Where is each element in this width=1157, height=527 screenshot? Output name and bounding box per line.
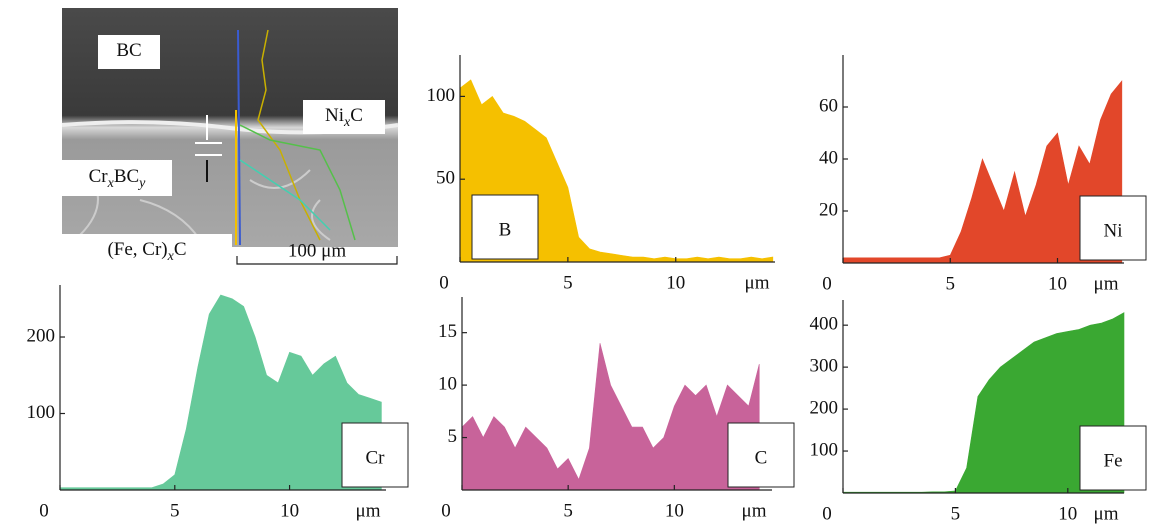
x-axis-label: μm	[1094, 273, 1119, 294]
chart: 50 100 0 5 10 μm B	[427, 55, 775, 293]
scale-bar-label: 100 μm	[288, 240, 346, 261]
x-tick-label: 0	[439, 272, 449, 293]
legend-label: Fe	[1104, 450, 1123, 471]
label-text: (Fe, Cr)	[107, 239, 167, 260]
x-tick-label: 10	[666, 272, 685, 293]
legend-label: C	[755, 447, 768, 468]
x-tick-label: 5	[563, 500, 573, 521]
chart: 100 200 300 400 0 5 10 μm Fe	[810, 300, 1147, 524]
subscript: y	[137, 176, 146, 191]
y-tick-label: 300	[810, 355, 839, 376]
chart: 100 200 0 5 10 μm Cr	[27, 285, 409, 521]
label-text: BC	[116, 40, 141, 61]
x-tick-label: 10	[1058, 503, 1077, 524]
x-tick-label: 0	[822, 273, 832, 294]
x-tick-label: 5	[951, 503, 961, 524]
legend-box	[471, 194, 539, 260]
label-box	[62, 234, 232, 268]
x-tick-label: 5	[946, 273, 956, 294]
y-tick-label: 50	[436, 168, 455, 189]
x-tick-label: 10	[1048, 273, 1067, 294]
x-axis-label: μm	[745, 272, 770, 293]
x-tick-label: 0	[822, 503, 832, 524]
x-axis-label: μm	[742, 500, 767, 521]
legend-label: Cr	[366, 447, 386, 468]
label-text: Ni	[325, 105, 344, 126]
x-tick-label: 10	[280, 500, 299, 521]
x-axis-label: μm	[1094, 503, 1119, 524]
sem-label: NixC	[325, 105, 363, 130]
sem-label: CrxBCy	[89, 166, 147, 191]
y-tick-label: 100	[427, 85, 456, 106]
x-tick-label: 5	[170, 500, 180, 521]
x-tick-label: 5	[563, 272, 573, 293]
x-tick-label: 0	[39, 500, 49, 521]
y-tick-label: 200	[810, 397, 839, 418]
y-tick-label: 200	[27, 325, 56, 346]
label-text: C	[350, 105, 363, 126]
y-tick-label: 15	[438, 321, 457, 342]
label-box	[62, 160, 172, 196]
label-box	[98, 35, 160, 69]
label-box	[303, 100, 385, 134]
legend-box	[1079, 195, 1147, 261]
x-tick-label: 0	[441, 500, 451, 521]
legend-box	[341, 422, 409, 488]
x-axis-label: μm	[356, 500, 381, 521]
y-tick-label: 100	[27, 402, 56, 423]
legend-label: B	[499, 219, 512, 240]
y-tick-label: 60	[819, 95, 838, 116]
legend-box	[1079, 425, 1147, 491]
sem-label: (Fe, Cr)xC	[107, 239, 186, 264]
area	[842, 312, 1125, 494]
y-tick-label: 20	[819, 199, 838, 220]
y-tick-label: 40	[819, 147, 838, 168]
chart: 20 40 60 0 5 10 μm Ni	[819, 55, 1147, 294]
y-tick-label: 5	[448, 426, 458, 447]
legend-label: Ni	[1104, 220, 1123, 241]
scale-bar: 100 μm	[236, 240, 398, 265]
x-tick-label: 10	[665, 500, 684, 521]
area	[842, 80, 1123, 264]
y-tick-label: 400	[810, 314, 839, 335]
legend-box	[727, 422, 795, 488]
label-text: BC	[114, 166, 139, 187]
label-text: C	[174, 239, 187, 260]
subscript: x	[167, 249, 175, 264]
sem-label: BC	[116, 40, 141, 61]
subscript: x	[343, 115, 351, 130]
label-text: Cr	[89, 166, 109, 187]
subscript: x	[107, 176, 115, 191]
chart: 5 10 15 0 5 10 μm C	[438, 297, 795, 521]
area	[461, 343, 760, 491]
y-tick-label: 10	[438, 373, 457, 394]
y-tick-label: 100	[810, 439, 839, 460]
area	[59, 294, 382, 491]
